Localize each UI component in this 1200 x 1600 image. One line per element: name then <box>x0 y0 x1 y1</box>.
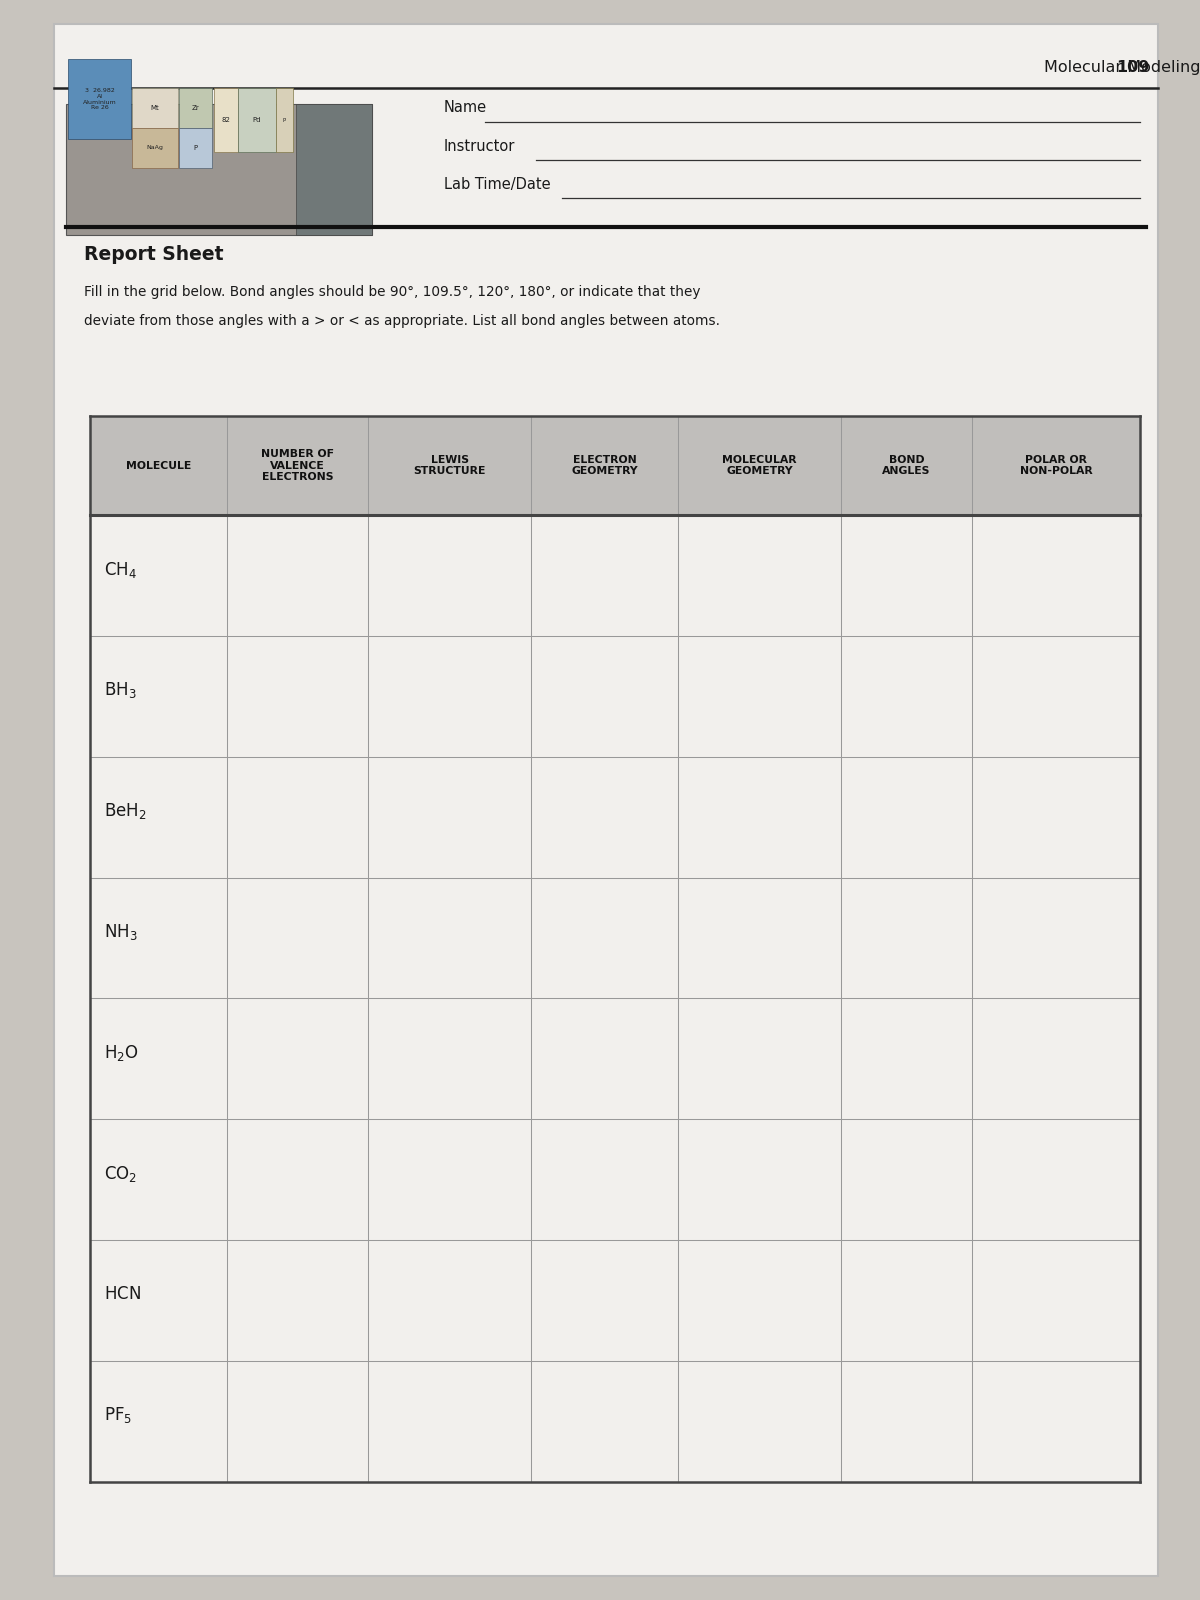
FancyBboxPatch shape <box>179 128 212 168</box>
FancyBboxPatch shape <box>132 128 178 168</box>
Text: $\mathrm{NH_3}$: $\mathrm{NH_3}$ <box>104 922 138 942</box>
FancyBboxPatch shape <box>179 88 212 128</box>
Text: deviate from those angles with a > or < as appropriate. List all bond angles bet: deviate from those angles with a > or < … <box>84 314 720 328</box>
Text: $\mathrm{BeH_2}$: $\mathrm{BeH_2}$ <box>104 802 146 821</box>
FancyBboxPatch shape <box>90 637 1140 757</box>
Text: 82: 82 <box>221 117 230 123</box>
FancyBboxPatch shape <box>238 88 276 152</box>
Text: $\mathrm{CH_4}$: $\mathrm{CH_4}$ <box>104 560 137 579</box>
Text: BOND
ANGLES: BOND ANGLES <box>882 454 930 477</box>
FancyBboxPatch shape <box>214 88 238 152</box>
Text: ELECTRON
GEOMETRY: ELECTRON GEOMETRY <box>571 454 638 477</box>
Text: NaAg: NaAg <box>146 146 163 150</box>
Text: NUMBER OF
VALENCE
ELECTRONS: NUMBER OF VALENCE ELECTRONS <box>260 450 334 482</box>
Text: $\mathrm{HCN}$: $\mathrm{HCN}$ <box>104 1285 142 1304</box>
Text: $\mathrm{PF_5}$: $\mathrm{PF_5}$ <box>104 1405 132 1426</box>
Text: POLAR OR
NON-POLAR: POLAR OR NON-POLAR <box>1020 454 1092 477</box>
Text: $\mathrm{H_2O}$: $\mathrm{H_2O}$ <box>104 1043 139 1062</box>
Text: Pd: Pd <box>252 117 262 123</box>
Text: LEWIS
STRUCTURE: LEWIS STRUCTURE <box>414 454 486 477</box>
FancyBboxPatch shape <box>276 88 293 152</box>
Text: Instructor: Instructor <box>444 139 515 154</box>
FancyBboxPatch shape <box>90 1120 1140 1240</box>
FancyBboxPatch shape <box>132 88 178 128</box>
Text: P: P <box>283 117 286 123</box>
FancyBboxPatch shape <box>66 104 372 235</box>
Text: Report Sheet: Report Sheet <box>84 245 223 264</box>
Text: Fill in the grid below. Bond angles should be 90°, 109.5°, 120°, 180°, or indica: Fill in the grid below. Bond angles shou… <box>84 285 701 299</box>
FancyBboxPatch shape <box>90 757 1140 878</box>
FancyBboxPatch shape <box>54 24 1158 1576</box>
Text: $\mathrm{CO_2}$: $\mathrm{CO_2}$ <box>104 1163 138 1184</box>
FancyBboxPatch shape <box>296 104 372 235</box>
Text: 109: 109 <box>1116 61 1150 75</box>
Text: Zr: Zr <box>192 106 199 110</box>
FancyBboxPatch shape <box>68 59 131 139</box>
FancyBboxPatch shape <box>90 998 1140 1120</box>
Text: 3  26.982
Al
Aluminium
Re 26: 3 26.982 Al Aluminium Re 26 <box>83 88 116 110</box>
FancyBboxPatch shape <box>90 1360 1140 1482</box>
Text: Lab Time/Date: Lab Time/Date <box>444 178 551 192</box>
Text: P: P <box>193 146 198 150</box>
FancyBboxPatch shape <box>90 877 1140 998</box>
Text: Name: Name <box>444 101 487 115</box>
Text: Mt: Mt <box>150 106 160 110</box>
Text: MOLECULE: MOLECULE <box>126 461 191 470</box>
Text: $\mathrm{BH_3}$: $\mathrm{BH_3}$ <box>104 680 137 701</box>
Text: Molecular Modeling: Molecular Modeling <box>1044 61 1200 75</box>
Text: MOLECULAR
GEOMETRY: MOLECULAR GEOMETRY <box>722 454 797 477</box>
FancyBboxPatch shape <box>90 1240 1140 1360</box>
FancyBboxPatch shape <box>90 416 1140 515</box>
FancyBboxPatch shape <box>90 515 1140 637</box>
